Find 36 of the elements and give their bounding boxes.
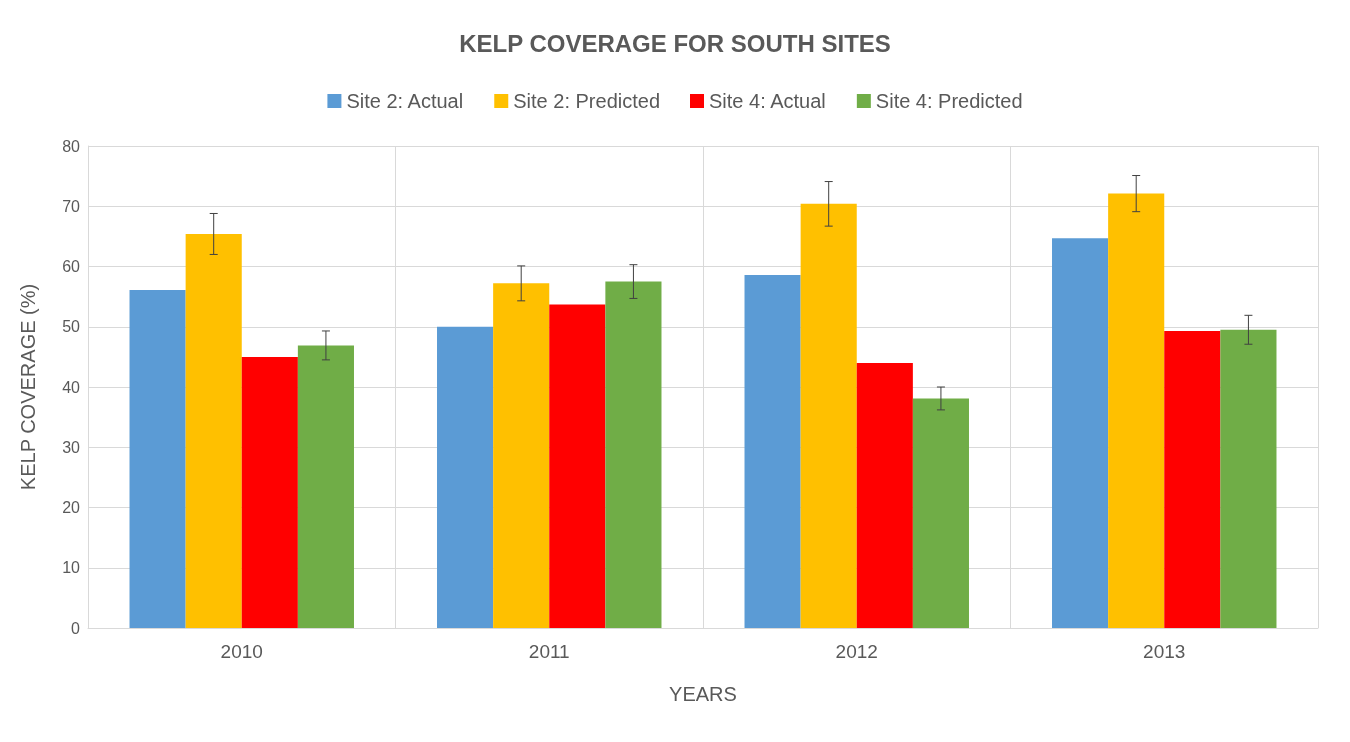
legend-label: Site 4: Actual	[709, 90, 826, 112]
bar	[1108, 193, 1165, 628]
bar	[241, 356, 298, 628]
x-axis-title: YEARS	[669, 683, 737, 705]
bar	[129, 290, 186, 628]
x-tick-label: 2012	[835, 641, 878, 662]
bar	[1052, 238, 1109, 628]
y-tick-label: 20	[62, 499, 81, 516]
legend-label: Site 2: Actual	[346, 90, 464, 112]
bar	[437, 326, 494, 628]
bar	[493, 283, 550, 628]
y-tick-label: 40	[62, 378, 81, 396]
legend-label: Site 2: Predicted	[513, 90, 660, 112]
bar	[605, 281, 662, 628]
y-tick-label: 60	[62, 258, 81, 275]
legend-label: Site 4: Predicted	[875, 90, 1023, 112]
bar	[744, 274, 801, 628]
x-tick-label: 2013	[1143, 641, 1186, 662]
bar	[856, 362, 913, 628]
y-axis-title: KELP COVERAGE (%)	[17, 283, 39, 491]
bar	[549, 304, 606, 628]
bar	[297, 345, 354, 628]
y-tick-label: 80	[62, 137, 81, 155]
y-tick-label: 50	[62, 318, 81, 336]
bar	[912, 398, 969, 628]
y-tick-label: 0	[71, 619, 81, 637]
y-tick-label: 10	[62, 559, 81, 577]
bar	[800, 203, 857, 628]
x-tick-label: 2011	[528, 641, 570, 662]
bar	[1220, 329, 1277, 628]
x-tick-label: 2010	[220, 641, 263, 662]
y-tick-label: 70	[62, 197, 81, 215]
bar	[185, 233, 242, 628]
y-tick-label: 30	[62, 438, 81, 456]
bar	[1164, 330, 1221, 628]
chart-title: KELP COVERAGE FOR SOUTH SITES	[459, 29, 891, 57]
